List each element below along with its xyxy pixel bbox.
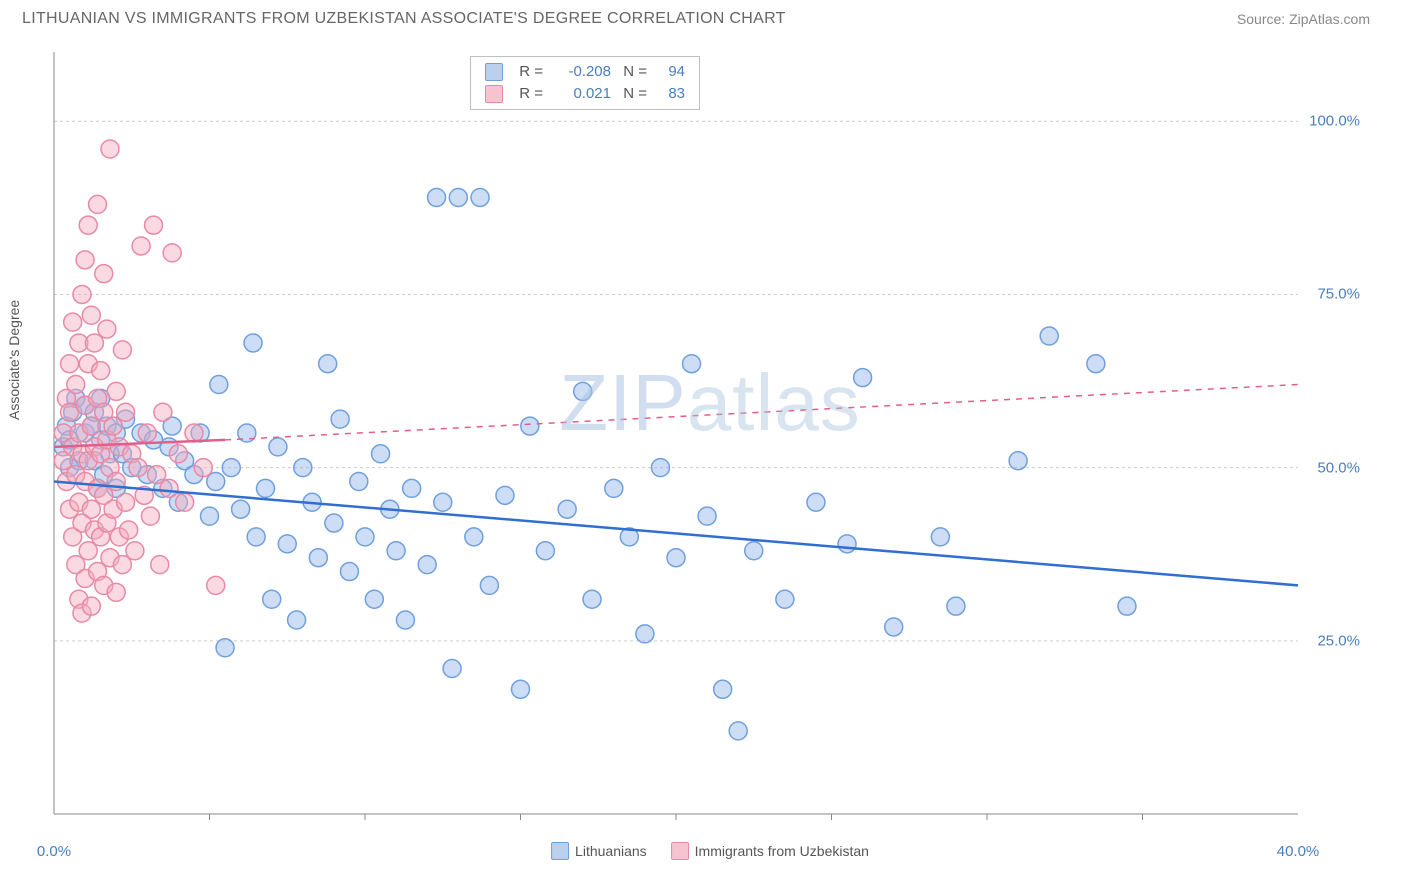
page-title: LITHUANIAN VS IMMIGRANTS FROM UZBEKISTAN… (22, 10, 786, 28)
series-swatch-icon (485, 63, 503, 81)
stat-label: R = (515, 61, 543, 83)
stat-r-value: 0.021 (551, 83, 611, 105)
legend-item: Lithuanians (551, 842, 647, 860)
stats-row: R = -0.208 N = 94 (485, 61, 685, 83)
stat-label: N = (619, 61, 647, 83)
x-tick-label: 40.0% (1277, 843, 1320, 860)
series-swatch-icon (485, 85, 503, 103)
scatter-chart: ZIPatlas R = -0.208 N = 94 R = 0.021 N =… (50, 52, 1370, 832)
source-attribution: Source: ZipAtlas.com (1237, 11, 1370, 27)
y-axis-label: Associate's Degree (6, 300, 22, 420)
legend-label: Immigrants from Uzbekistan (695, 843, 869, 859)
y-tick-label: 50.0% (1317, 459, 1360, 476)
stat-r-value: -0.208 (551, 61, 611, 83)
stat-n-value: 94 (655, 61, 685, 83)
stat-label: N = (619, 83, 647, 105)
stats-row: R = 0.021 N = 83 (485, 83, 685, 105)
correlation-stats-box: R = -0.208 N = 94 R = 0.021 N = 83 (470, 56, 700, 110)
y-tick-label: 25.0% (1317, 632, 1360, 649)
stat-n-value: 83 (655, 83, 685, 105)
y-tick-label: 100.0% (1309, 113, 1360, 130)
stat-label: R = (515, 83, 543, 105)
legend-swatch-icon (551, 842, 569, 860)
legend-item: Immigrants from Uzbekistan (671, 842, 869, 860)
y-tick-label: 75.0% (1317, 286, 1360, 303)
legend-swatch-icon (671, 842, 689, 860)
legend: Lithuanians Immigrants from Uzbekistan (551, 842, 869, 860)
x-tick-label: 0.0% (37, 843, 71, 860)
legend-label: Lithuanians (575, 843, 647, 859)
